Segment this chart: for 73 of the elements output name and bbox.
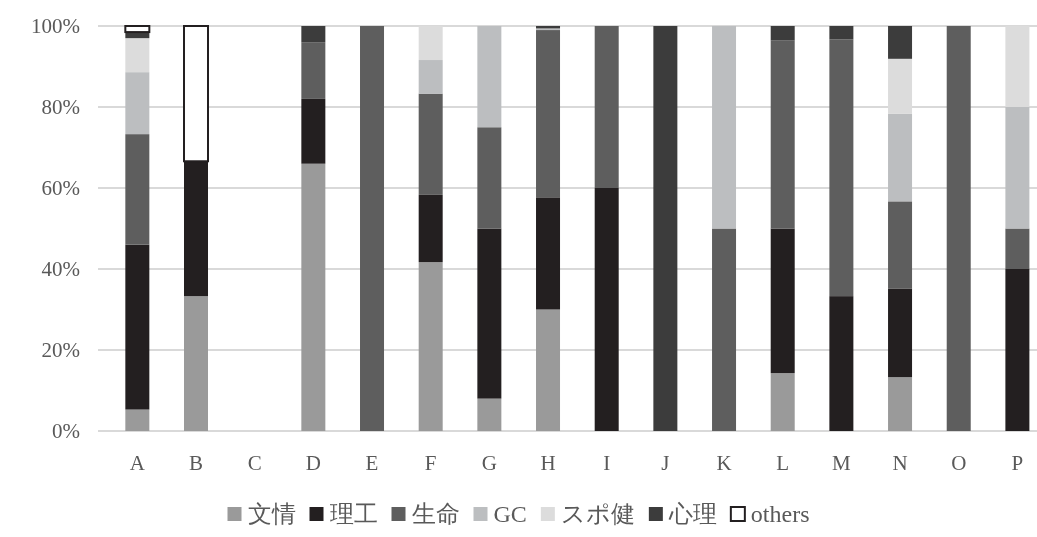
x-tick-label: M: [832, 451, 852, 475]
x-tick-label: E: [365, 451, 379, 475]
legend-label: 心理: [667, 501, 717, 527]
x-tick-label: O: [951, 451, 967, 475]
bar: [829, 39, 854, 297]
bar: [536, 197, 561, 310]
y-tick-label: 20%: [41, 338, 80, 362]
bar: [946, 26, 971, 431]
legend-label: スポ健: [560, 501, 635, 527]
bar: [125, 134, 150, 245]
bar: [301, 26, 326, 43]
bar: [888, 26, 913, 59]
bar: [653, 26, 678, 431]
bar: [418, 93, 443, 195]
x-tick-label: N: [892, 451, 908, 475]
bar: [770, 373, 795, 431]
y-tick-label: 40%: [41, 257, 80, 281]
bar: [536, 309, 561, 431]
bar: [1005, 269, 1030, 431]
bar: [888, 113, 913, 202]
legend-label: 生命: [411, 501, 460, 527]
y-tick-label: 0%: [52, 419, 80, 443]
bar: [477, 228, 502, 399]
bar: [888, 288, 913, 378]
x-tick-label: J: [661, 451, 670, 475]
bar: [888, 201, 913, 289]
bar: [360, 26, 385, 431]
y-tick-label: 100%: [31, 14, 80, 38]
legend-label: GC: [493, 501, 527, 527]
bar: [594, 26, 619, 188]
x-tick-label: A: [129, 451, 146, 475]
bar: [477, 26, 502, 128]
bar: [712, 26, 737, 229]
x-tick-label: H: [540, 451, 556, 475]
bar: [477, 127, 502, 229]
bar: [829, 296, 854, 431]
x-tick-label: L: [776, 451, 790, 475]
x-tick-label: F: [424, 451, 437, 475]
bar: [770, 228, 795, 374]
legend-label: 理工: [329, 501, 378, 527]
bar: [125, 244, 150, 410]
bar: [125, 72, 150, 135]
bar: [1005, 228, 1030, 269]
x-tick-label: B: [189, 451, 204, 475]
y-tick-label: 60%: [41, 176, 80, 200]
bar: [301, 163, 326, 431]
bar: [477, 398, 502, 431]
bar: [301, 42, 326, 99]
bar: [770, 40, 795, 229]
bar: [1005, 107, 1030, 229]
x-tick-label: I: [603, 451, 611, 475]
bar: [418, 60, 443, 94]
x-tick-label: P: [1011, 451, 1024, 475]
bar: [125, 409, 150, 431]
bar: [301, 98, 326, 164]
x-tick-label: D: [305, 451, 321, 475]
x-tick-label: K: [716, 451, 732, 475]
bar: [829, 26, 854, 40]
bar: [536, 30, 561, 198]
legend-label: others: [750, 501, 810, 527]
bar: [124, 25, 151, 34]
y-tick-label: 80%: [41, 95, 80, 119]
bar: [418, 194, 443, 263]
bar: [125, 38, 150, 73]
bar: [594, 188, 619, 431]
bar: [888, 377, 913, 431]
bar: [418, 262, 443, 431]
bar: [712, 228, 737, 431]
x-tick-label: C: [247, 451, 262, 475]
legend-label: 文情: [247, 501, 296, 527]
bar: [184, 296, 209, 431]
x-tick-label: G: [481, 451, 497, 475]
bar: [770, 26, 795, 41]
